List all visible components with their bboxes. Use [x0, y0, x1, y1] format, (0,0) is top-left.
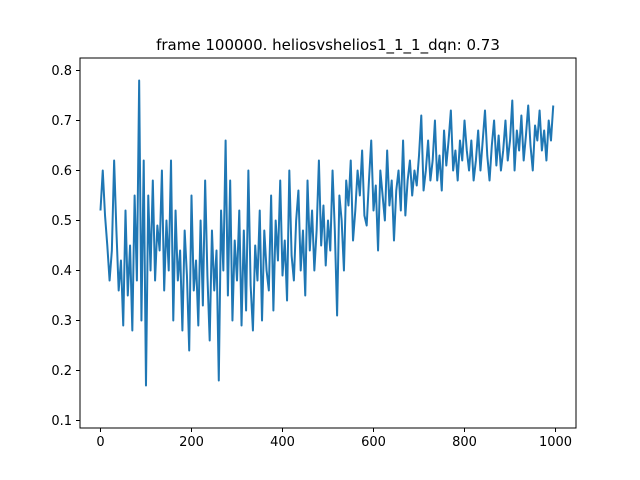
chart-title: frame 100000. heliosvshelios1_1_1_dqn: 0…	[156, 36, 500, 55]
series-line-0	[99, 79, 555, 387]
x-tick-label: 600	[361, 435, 386, 450]
y-tick-label: 0.7	[51, 114, 72, 129]
y-axis: 0.1 0.2 0.3 0.4 0.5 0.6 0.7 0.8	[51, 64, 80, 429]
x-tick-label: 200	[179, 435, 204, 450]
y-tick-label: 0.5	[51, 214, 72, 229]
y-tick-label: 0.6	[51, 164, 72, 179]
x-tick-label: 400	[270, 435, 295, 450]
y-tick-label: 0.3	[51, 314, 72, 329]
x-tick-label: 800	[452, 435, 477, 450]
y-tick-label: 0.1	[51, 414, 72, 429]
y-tick-label: 0.8	[51, 64, 72, 79]
y-tick-label: 0.4	[51, 264, 72, 279]
y-tick-label: 0.2	[51, 364, 72, 379]
x-tick-label: 0	[96, 435, 104, 450]
plot-frame	[79, 57, 577, 429]
plot-area	[99, 79, 555, 387]
x-axis: 0 200 400 600 800 1000	[96, 428, 572, 450]
x-tick-label: 1000	[539, 435, 572, 450]
